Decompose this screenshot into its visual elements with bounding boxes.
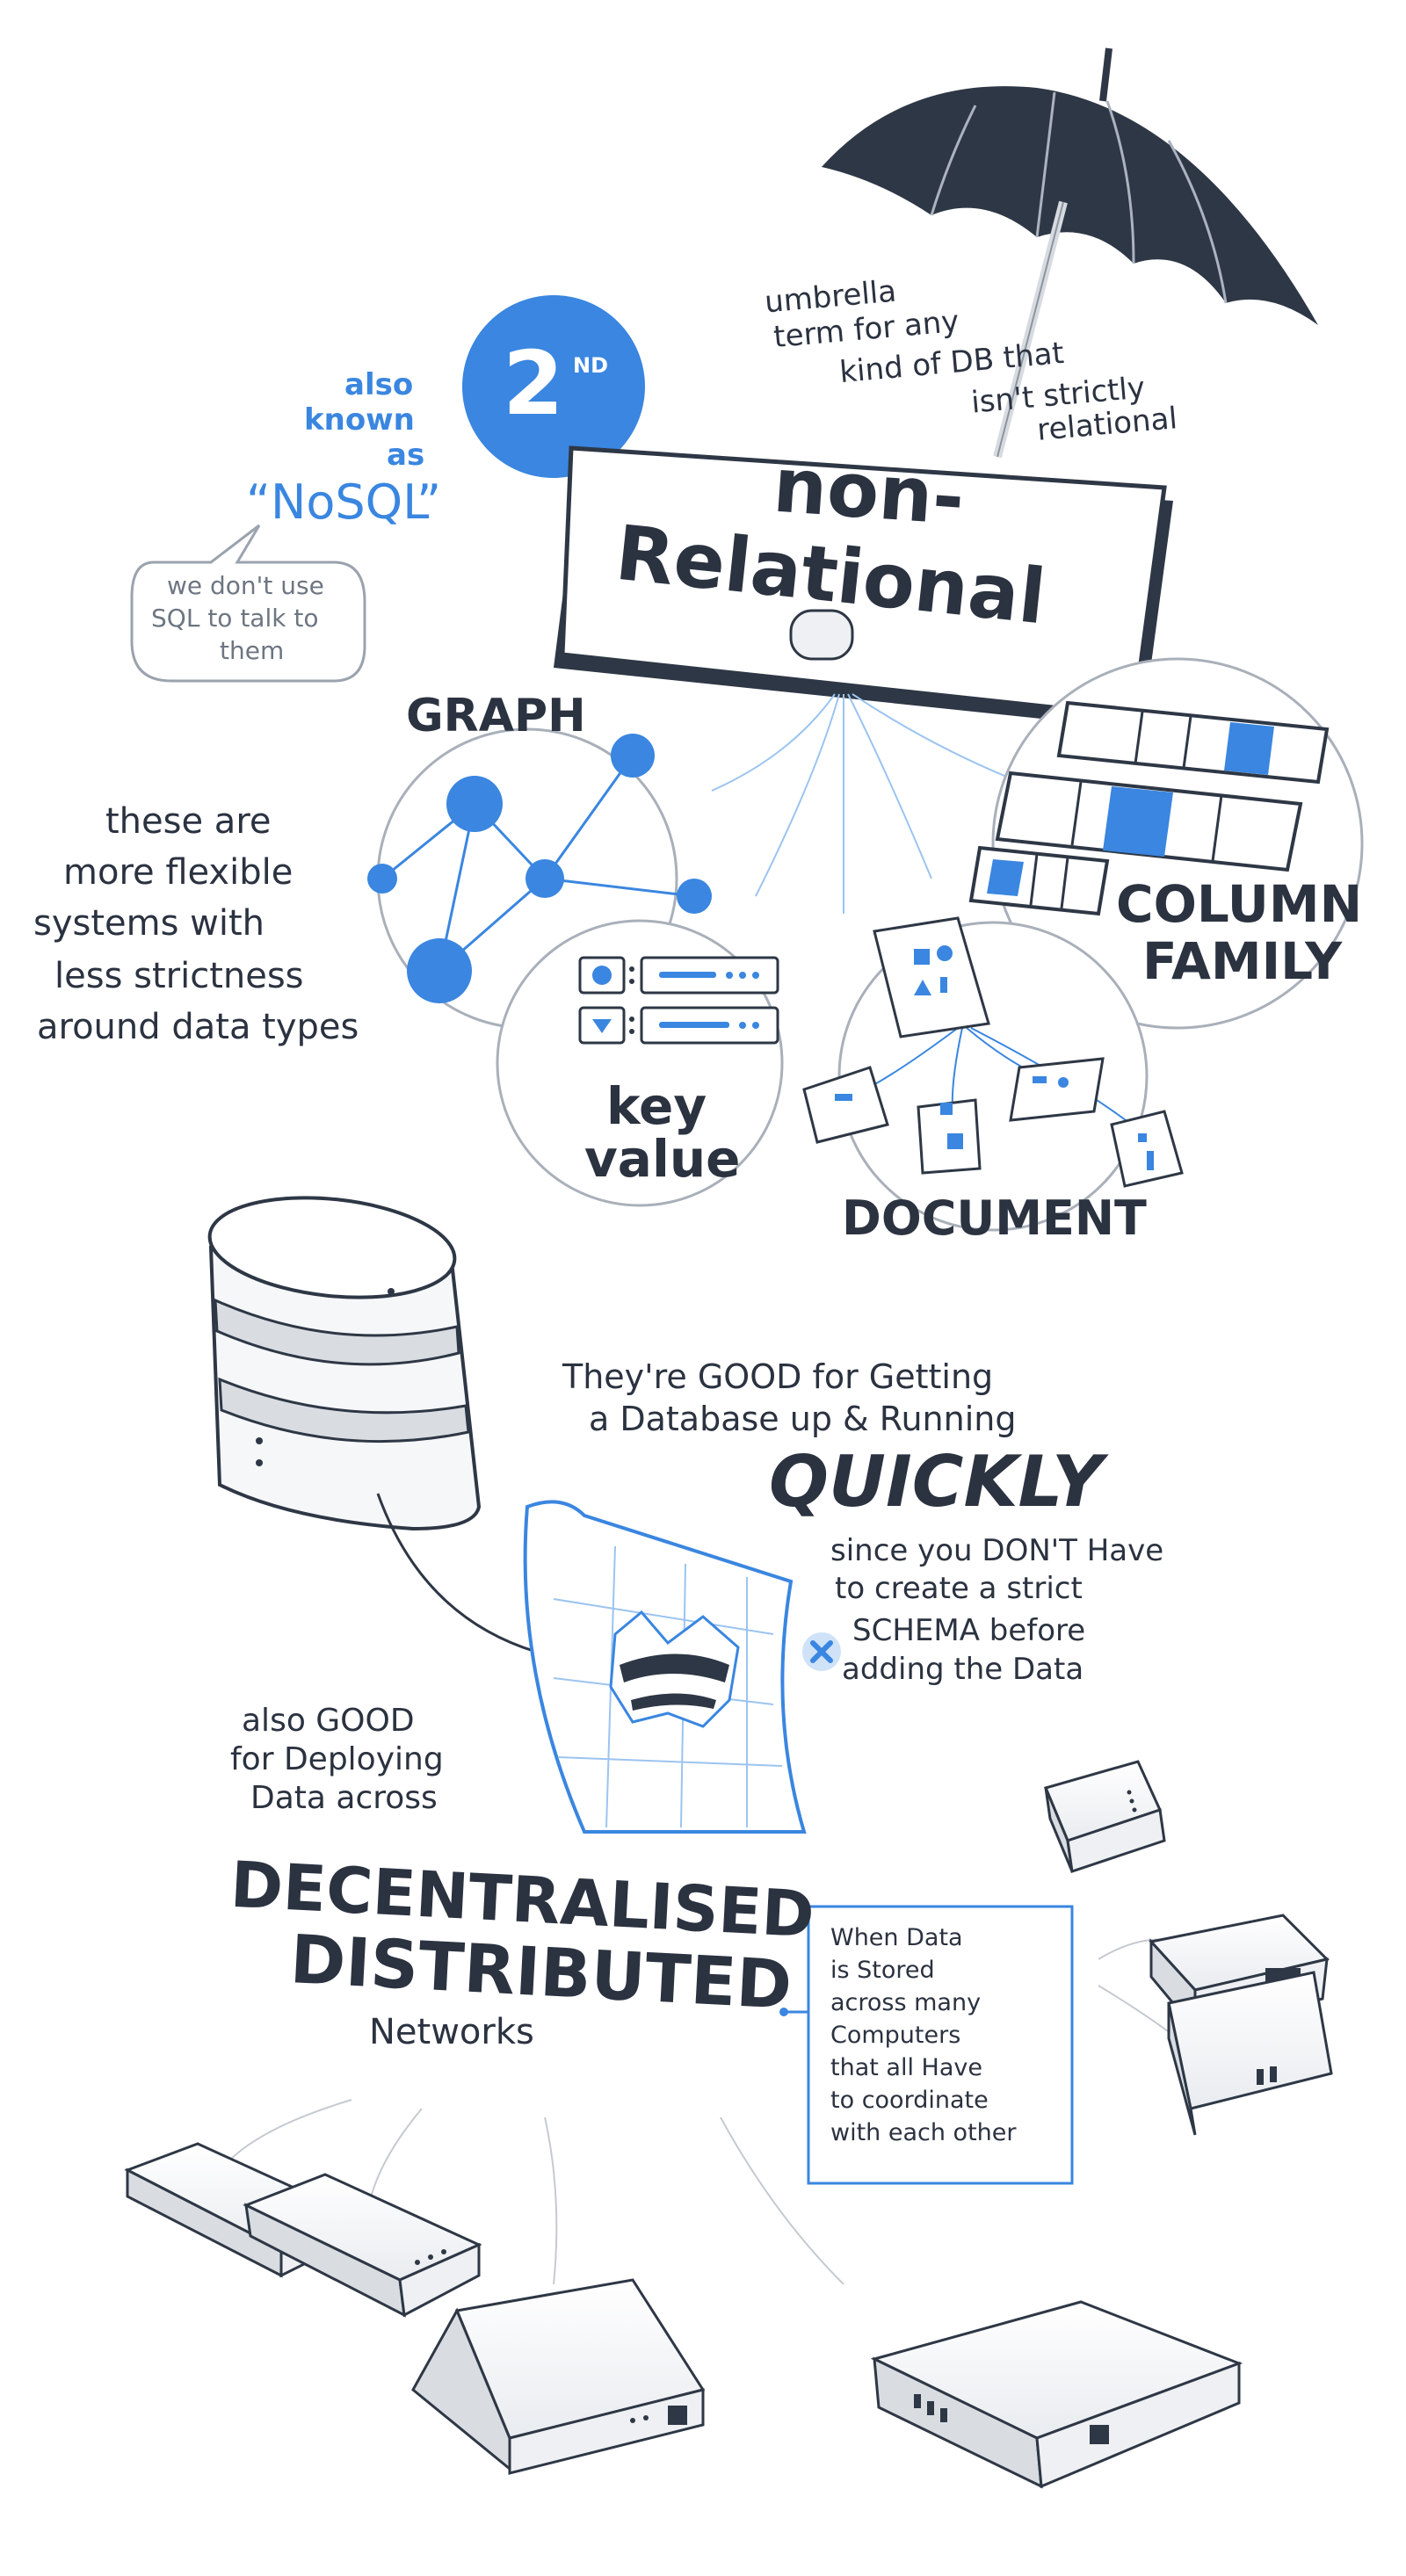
column-family-label-line-2: FAMILY [1142, 931, 1343, 991]
flexible-note-line-5: around data types [37, 1007, 359, 1047]
nosql-label: “NoSQL” [246, 474, 442, 530]
aka-line-1: also [344, 367, 414, 402]
definition-line-4: Computers [830, 2022, 961, 2049]
order-badge [462, 295, 645, 478]
distributed-intro-line-3: Data across [250, 1780, 438, 1816]
quickly-intro-line-2: a Database up & Running [589, 1400, 1017, 1438]
speech-bubble-line-3: them [220, 636, 285, 665]
column-family-icon [968, 657, 1364, 1030]
graph-label: GRAPH [406, 690, 586, 742]
flexible-note-line-3: systems with [33, 903, 265, 944]
document-icon [802, 916, 1184, 1232]
document-label: DOCUMENT [842, 1190, 1147, 1246]
flexible-note-line-1: these are [105, 801, 272, 842]
torn-schema-paper-icon [523, 1500, 807, 1834]
column-family-label-line-1: COLUMN [1116, 874, 1363, 934]
key-value-label-line-1: key [606, 1076, 707, 1136]
speech-bubble [130, 524, 366, 683]
definition-line-1: When Data [830, 1924, 963, 1951]
quickly-intro-line-1: They're GOOD for Getting [562, 1357, 994, 1396]
flexible-note-line-4: less strictness [54, 956, 304, 996]
definition-box [779, 1905, 1074, 2185]
quickly-reason-line-2: to create a strict [835, 1571, 1083, 1606]
non-relational-sign [554, 445, 1173, 729]
quickly-reason-line-1: since you DON'T Have [830, 1533, 1164, 1568]
distributed-intro-line-1: also GOOD [242, 1703, 415, 1739]
badge-suffix: ND [573, 353, 609, 378]
key-value-icon [496, 919, 784, 1207]
quickly-reason-line-4: adding the Data [842, 1652, 1084, 1687]
definition-line-7: with each other [830, 2119, 1017, 2146]
definition-line-5: that all Have [830, 2054, 982, 2081]
definition-line-3: across many [830, 1989, 982, 2016]
aka-line-3: as [387, 438, 425, 473]
speech-bubble-line-1: we don't use [167, 571, 324, 600]
network-device-icon [124, 1760, 1333, 2489]
key-value-label-line-2: value [584, 1129, 741, 1189]
database-cylinder-icon [207, 1196, 537, 1653]
connector-lines [711, 693, 1020, 914]
distributed-subtitle: Networks [369, 2012, 534, 2052]
umbrella-icon [822, 47, 1318, 459]
quickly-emphasis: QUICKLY [769, 1441, 1103, 1523]
cross-icon [802, 1632, 841, 1671]
definition-line-2: is Stored [830, 1957, 935, 1984]
flexible-note-line-2: more flexible [63, 852, 294, 893]
distributed-intro-line-2: for Deploying [230, 1741, 444, 1777]
speech-bubble-line-2: SQL to talk to [151, 604, 319, 633]
badge-number: 2 [503, 332, 564, 435]
definition-line-6: to coordinate [830, 2087, 989, 2114]
quickly-reason-line-3: SCHEMA before [852, 1613, 1086, 1648]
aka-line-2: known [304, 402, 415, 438]
